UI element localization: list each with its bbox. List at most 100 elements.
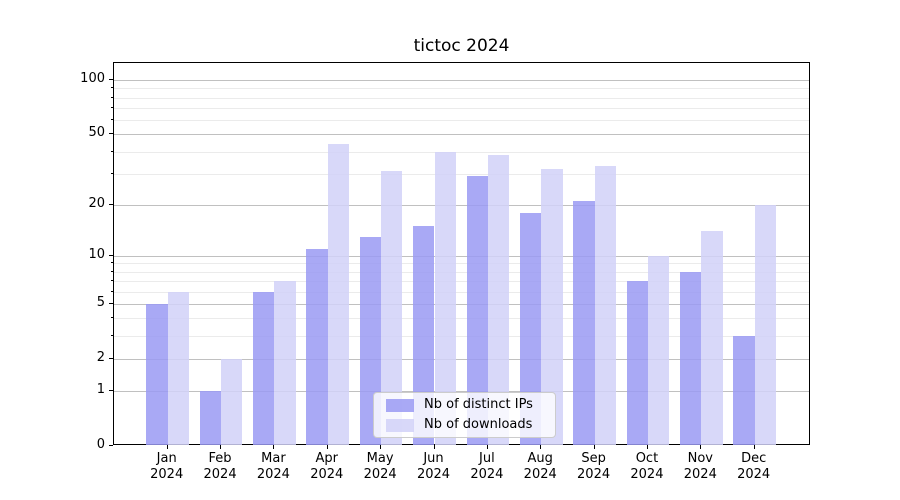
x-tick-label-dec: Dec 2024 <box>737 451 771 482</box>
bar-ips-mar <box>253 291 275 445</box>
y-tick-label: 20 <box>88 195 105 211</box>
bar-ips-jun <box>413 226 435 445</box>
y-tick-label: 5 <box>96 294 105 310</box>
y-tick-label: 100 <box>80 71 105 87</box>
y-tick-mark-minor <box>111 290 113 292</box>
x-tick-mark <box>540 445 542 449</box>
y-tick-label: 50 <box>88 125 105 141</box>
legend-label-downloads: Nb of downloads <box>424 417 533 432</box>
gridline-minor <box>114 263 809 265</box>
gridline-major <box>114 303 809 305</box>
bar-downloads-jul <box>487 155 510 445</box>
x-tick-mark <box>220 445 222 449</box>
gridline-minor <box>114 97 809 99</box>
x-tick-mark <box>273 445 275 449</box>
legend-swatch-downloads <box>386 418 414 432</box>
gridline-minor <box>114 271 809 273</box>
x-tick-mark <box>753 445 755 449</box>
y-tick-label: 10 <box>88 246 105 262</box>
gridline-major <box>114 204 809 206</box>
gridline-minor <box>114 291 809 293</box>
gridline-minor <box>114 88 809 90</box>
y-tick-mark <box>109 79 113 81</box>
gridline-minor <box>114 318 809 320</box>
bar-downloads-mar <box>274 281 296 445</box>
bar-downloads-aug <box>541 168 563 445</box>
x-tick-label-nov: Nov 2024 <box>683 451 717 482</box>
x-tick-mark <box>380 445 382 449</box>
x-tick-label-may: May 2024 <box>363 451 397 482</box>
legend-label-ips: Nb of distinct IPs <box>424 397 533 412</box>
y-tick-mark-minor <box>111 280 113 282</box>
bar-ips-oct <box>626 281 648 445</box>
x-tick-label-mar: Mar 2024 <box>256 451 290 482</box>
gridline-minor <box>114 107 809 109</box>
bar-downloads-nov <box>701 231 723 445</box>
gridline-major <box>114 134 809 136</box>
y-tick-label: 2 <box>96 349 105 365</box>
gridline-major <box>114 80 809 82</box>
bar-ips-nov <box>680 271 702 445</box>
bar-ips-feb <box>199 391 222 445</box>
bar-downloads-apr <box>327 144 350 445</box>
x-tick-label-jun: Jun 2024 <box>416 451 451 482</box>
x-tick-label-oct: Oct 2024 <box>630 451 664 482</box>
y-tick-mark-minor <box>111 96 113 98</box>
y-tick-mark-minor <box>111 87 113 89</box>
bar-downloads-oct <box>647 255 670 445</box>
x-tick-mark <box>593 445 595 449</box>
gridline-major <box>114 255 809 257</box>
x-tick-label-apr: Apr 2024 <box>310 451 344 482</box>
y-tick-mark-minor <box>111 262 113 264</box>
y-tick-mark <box>109 357 113 359</box>
y-tick-mark-minor <box>111 335 113 337</box>
y-tick-mark <box>109 254 113 256</box>
legend-item-distinct-ips: Nb of distinct IPs <box>386 397 545 413</box>
y-tick-mark-minor <box>111 270 113 272</box>
bar-downloads-feb <box>221 358 243 445</box>
plot-area <box>113 62 810 445</box>
x-tick-label-jul: Jul 2024 <box>470 451 504 482</box>
x-tick-mark <box>326 445 328 449</box>
legend: Nb of distinct IPs Nb of downloads <box>373 392 556 438</box>
legend-item-downloads: Nb of downloads <box>386 417 545 433</box>
bar-downloads-jan <box>167 291 189 445</box>
bar-downloads-dec <box>754 204 776 445</box>
x-tick-mark <box>646 445 648 449</box>
bar-ips-aug <box>519 212 542 445</box>
x-tick-label-sep: Sep 2024 <box>577 451 611 482</box>
bar-ips-sep <box>573 200 595 445</box>
y-tick-label: 1 <box>96 382 105 398</box>
x-tick-mark <box>486 445 488 449</box>
gridline-major <box>114 391 809 393</box>
x-tick-label-aug: Aug 2024 <box>523 451 557 482</box>
x-tick-mark <box>700 445 702 449</box>
gridline-major <box>114 358 809 360</box>
y-tick-mark-minor <box>111 317 113 319</box>
y-tick-mark <box>109 203 113 205</box>
bar-ips-dec <box>733 336 755 445</box>
gridline-minor <box>114 336 809 338</box>
x-tick-mark <box>166 445 168 449</box>
bar-downloads-jun <box>434 151 456 445</box>
y-tick-mark <box>109 302 113 304</box>
bar-ips-jul <box>466 176 488 445</box>
bar-ips-jan <box>146 303 168 445</box>
gridline-minor <box>114 281 809 283</box>
y-tick-mark <box>109 133 113 135</box>
legend-swatch-ips <box>386 398 414 412</box>
bar-ips-apr <box>306 248 328 445</box>
y-tick-mark-minor <box>111 106 113 108</box>
bar-downloads-may <box>381 171 403 445</box>
chart-title: tictoc 2024 <box>413 36 510 56</box>
x-tick-label-jan: Jan 2024 <box>150 451 184 482</box>
y-tick-label: 0 <box>96 437 105 452</box>
x-tick-label-feb: Feb 2024 <box>203 451 237 482</box>
x-tick-mark <box>433 445 435 449</box>
y-tick-mark-minor <box>111 172 113 174</box>
y-tick-mark <box>109 390 113 392</box>
y-tick-mark <box>109 445 113 446</box>
gridline-minor <box>114 151 809 153</box>
y-tick-mark-minor <box>111 119 113 120</box>
